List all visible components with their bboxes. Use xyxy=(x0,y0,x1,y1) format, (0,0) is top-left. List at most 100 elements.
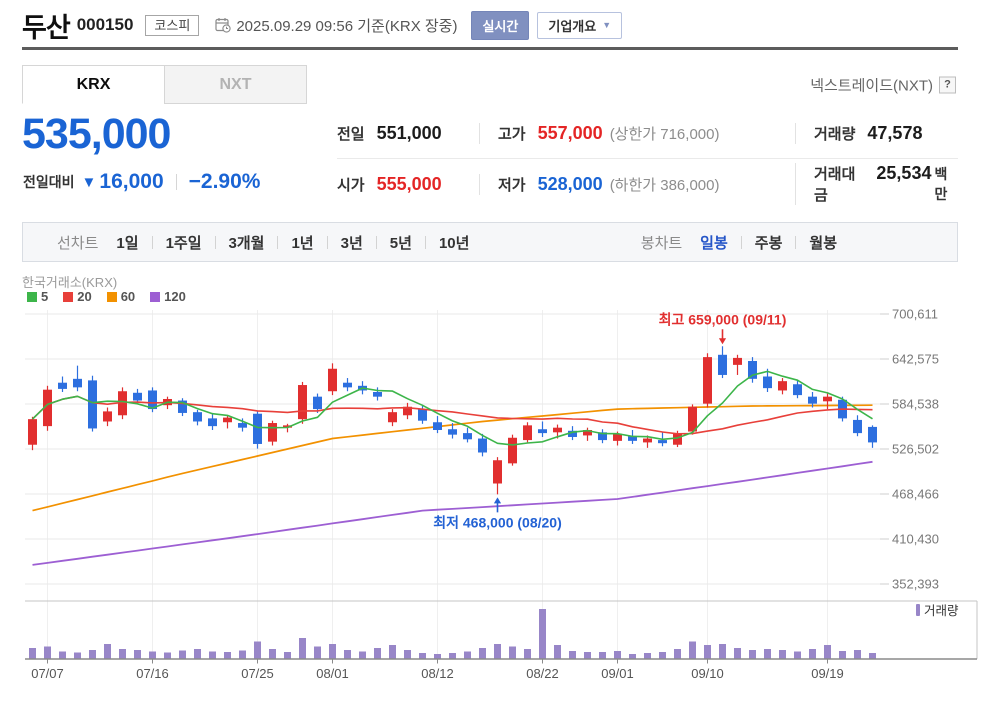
ma-120-line xyxy=(32,460,873,566)
legend-swatch-icon xyxy=(150,291,161,302)
chevron-down-icon: ▼ xyxy=(602,20,612,30)
chart-source-label: 한국거래소(KRX) xyxy=(22,275,118,290)
toolbar-separator xyxy=(326,235,328,249)
tab-nxt[interactable]: NXT xyxy=(164,65,307,104)
svg-text:09/19: 09/19 xyxy=(811,666,844,681)
change-value: 16,000 xyxy=(99,170,164,193)
legend-label: 120 xyxy=(164,289,186,304)
day-high-label: 고가 xyxy=(498,125,526,143)
toolbar-separator xyxy=(277,235,279,249)
svg-text:08/12: 08/12 xyxy=(421,666,454,681)
day-low-value: 528,000 xyxy=(537,173,603,194)
header: 두산 000150 코스피 2025.09.29 09:56 기준(KRX 장중… xyxy=(22,8,623,43)
ma-5-line xyxy=(31,370,873,446)
open-label: 시가 xyxy=(337,176,365,194)
candle-chart-controls: 봉차트 일봉 주봉 월봉 xyxy=(641,232,839,253)
svg-text:08/01: 08/01 xyxy=(316,666,349,681)
calendar-clock-icon xyxy=(215,18,231,33)
ma-legend: 5 20 60 120 xyxy=(27,289,201,304)
svg-text:07/25: 07/25 xyxy=(241,666,274,681)
toolbar-separator xyxy=(795,235,797,249)
toolbar-separator xyxy=(424,235,426,249)
stock-chart-svg: 700,611 642,575 584,538 526,502 468,466 410,4… xyxy=(25,307,978,681)
grid: 700,611 642,575 584,538 526,502 468,466 410,4… xyxy=(25,307,939,659)
candle-type-button-2[interactable]: 주봉 xyxy=(754,234,783,252)
period-button-2[interactable]: 1주일 xyxy=(165,234,202,252)
period-button-4[interactable]: 1년 xyxy=(291,234,314,252)
legend-swatch-icon xyxy=(63,291,74,302)
svg-text:09/10: 09/10 xyxy=(691,666,724,681)
toolbar-separator xyxy=(214,235,216,249)
ma-legend-item-5: 5 xyxy=(27,289,48,304)
header-divider xyxy=(22,47,958,50)
tab-krx[interactable]: KRX xyxy=(22,65,165,104)
volume-legend-icon xyxy=(916,604,920,616)
lower-limit: (하한가 386,000) xyxy=(609,176,720,194)
prev-close-label: 전일 xyxy=(337,125,365,143)
change-label: 전일대비 xyxy=(23,174,75,190)
volume-legend-label: 거래량 xyxy=(924,604,959,618)
help-icon[interactable]: ? xyxy=(939,76,956,93)
ma-legend-item-120: 120 xyxy=(150,289,186,304)
svg-text:468,466: 468,466 xyxy=(892,487,939,502)
period-button-6[interactable]: 5년 xyxy=(389,234,412,252)
trade-amount-value: 25,534 xyxy=(876,163,932,183)
price-row-1: 전일 551,000 고가 557,000 (상한가 716,000) 거래량 … xyxy=(337,108,958,159)
legend-label: 20 xyxy=(77,289,92,304)
nextrade-label: 넥스트레이드(NXT) xyxy=(810,77,933,94)
svg-text:700,611: 700,611 xyxy=(892,307,938,322)
x-axis: 07/07 07/16 07/25 08/01 08/12 08/22 09/01 09/10… xyxy=(25,658,977,681)
change-separator xyxy=(175,174,177,190)
period-buttons: 1일 1주일 3개월 1년 3년 5년 10년 xyxy=(114,232,471,253)
stock-name: 두산 xyxy=(22,12,71,43)
period-button-3[interactable]: 3개월 xyxy=(228,234,265,252)
line-chart-label: 선차트 xyxy=(57,234,99,252)
period-button-1[interactable]: 1일 xyxy=(116,234,139,252)
ma-legend-item-60: 60 xyxy=(106,289,136,304)
datetime-group: 2025.09.29 09:56 기준(KRX 장중) xyxy=(215,15,457,36)
candle-chart-label: 봉차트 xyxy=(640,234,683,252)
high-annotation: 최고 659,000 (09/11) xyxy=(659,311,787,327)
candle-type-button-1[interactable]: 일봉 xyxy=(700,234,728,252)
upper-limit: (상한가 716,000) xyxy=(609,125,720,143)
period-button-7[interactable]: 10년 xyxy=(438,234,470,252)
ma-legend-item-20: 20 xyxy=(63,289,92,304)
svg-text:07/16: 07/16 xyxy=(136,666,169,681)
legend-label: 60 xyxy=(120,289,136,304)
toolbar-separator xyxy=(740,235,742,249)
day-low-label: 저가 xyxy=(498,176,526,194)
svg-text:526,502: 526,502 xyxy=(892,442,939,457)
price-summary-table: 전일 551,000 고가 557,000 (상한가 716,000) 거래량 … xyxy=(337,108,958,209)
volume-value: 47,578 xyxy=(867,122,923,143)
svg-text:07/07: 07/07 xyxy=(31,666,64,681)
ma-5-20-lines xyxy=(31,370,873,446)
volume-label: 거래량 xyxy=(814,125,856,143)
line-chart-controls: 선차트 1일 1주일 3개월 1년 3년 5년 10년 xyxy=(23,232,471,253)
company-overview-button[interactable]: 기업개요 ▼ xyxy=(537,11,623,39)
realtime-button[interactable]: 실시간 xyxy=(471,10,530,40)
annotations: 최고 659,000 (09/11) 최저 468,000 (08/20) xyxy=(433,311,786,530)
market-tabs: KRX NXT 넥스트레이드(NXT) ? xyxy=(22,65,958,104)
open-value: 555,000 xyxy=(376,173,442,194)
toolbar-separator xyxy=(151,235,153,249)
price-change-row: 전일대비 ▼ 16,000 −2.90% xyxy=(23,170,260,194)
low-annotation: 최저 468,000 (08/20) xyxy=(433,514,562,530)
svg-text:410,430: 410,430 xyxy=(892,532,939,547)
candle-type-buttons: 일봉 주봉 월봉 xyxy=(698,232,839,253)
legend-label: 5 xyxy=(41,289,49,304)
candle-type-button-3[interactable]: 월봉 xyxy=(809,234,837,252)
svg-text:09/01: 09/01 xyxy=(601,666,634,681)
candles xyxy=(28,346,877,495)
svg-text:642,575: 642,575 xyxy=(892,352,939,367)
svg-text:584,538: 584,538 xyxy=(892,397,939,412)
price-row-2: 시가 555,000 저가 528,000 (하한가 386,000) 거래대금… xyxy=(337,159,958,209)
toolbar-separator xyxy=(375,235,377,249)
period-button-5[interactable]: 3년 xyxy=(340,234,363,252)
market-badge: 코스피 xyxy=(145,14,200,36)
company-overview-label: 기업개요 xyxy=(548,18,597,34)
svg-text:08/22: 08/22 xyxy=(526,666,559,681)
legend-swatch-icon xyxy=(27,291,37,302)
current-price: 535,000 xyxy=(22,110,171,158)
trade-amount-unit: 백만 xyxy=(934,166,948,202)
stock-code: 000150 xyxy=(76,15,134,34)
